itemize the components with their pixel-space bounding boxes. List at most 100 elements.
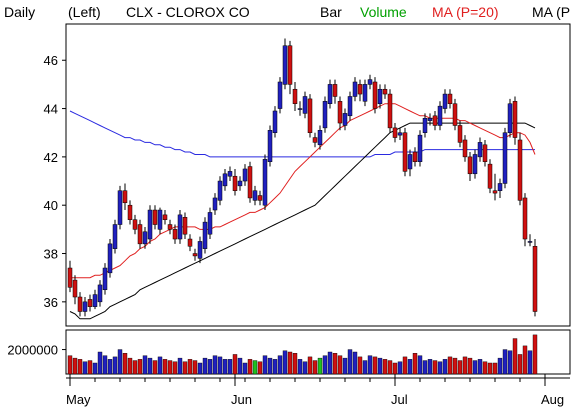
volume-bar xyxy=(442,359,448,375)
price-y-tick-label: 46 xyxy=(44,53,58,68)
candle-up xyxy=(367,79,373,85)
volume-bar xyxy=(92,362,98,375)
volume-bar xyxy=(307,356,313,375)
volume-bar xyxy=(117,349,123,375)
candle-up xyxy=(117,190,123,225)
volume-bar xyxy=(97,351,103,375)
date-axis-label: Jul xyxy=(391,392,408,407)
volume-bar xyxy=(327,351,333,375)
candle-down xyxy=(192,253,198,257)
volume-bar xyxy=(487,362,493,375)
candle-up xyxy=(437,105,443,126)
volume-bar xyxy=(457,360,463,375)
candle-down xyxy=(387,93,393,129)
volume-bar xyxy=(77,359,83,375)
candle-up xyxy=(472,154,478,175)
volume-bar xyxy=(497,357,503,375)
candle-up xyxy=(222,173,228,187)
volume-bar xyxy=(252,360,258,375)
candle-down xyxy=(247,166,253,199)
volume-bar xyxy=(532,334,538,375)
volume-bar xyxy=(507,350,513,375)
candle-up xyxy=(502,132,508,184)
ma20-line xyxy=(70,103,536,279)
volume-bar xyxy=(152,360,158,375)
date-axis: May Jun Jul Aug xyxy=(66,374,570,407)
candle-down xyxy=(187,238,193,247)
candle-up xyxy=(322,101,328,129)
candle-up xyxy=(147,209,153,240)
volume-bar xyxy=(347,349,353,375)
volume-bar xyxy=(477,359,483,375)
volume-bar xyxy=(142,355,148,375)
price-y-tick-label: 36 xyxy=(44,295,58,310)
volume-bar xyxy=(197,362,203,375)
volume-bar xyxy=(147,357,153,375)
volume-bar xyxy=(447,356,453,375)
volume-bar xyxy=(357,356,363,375)
volume-bar xyxy=(272,359,278,375)
candle-down xyxy=(382,88,388,95)
candle-up xyxy=(342,113,348,126)
candle-up xyxy=(277,81,283,109)
candle-up xyxy=(422,117,428,133)
volume-bar xyxy=(277,355,283,375)
candle-up xyxy=(507,103,513,133)
volume-bar xyxy=(282,350,288,375)
candle-down xyxy=(452,103,458,126)
volume-bar xyxy=(417,355,423,375)
candle-down xyxy=(412,151,418,162)
ma-long-line xyxy=(69,110,535,158)
volume-bar xyxy=(177,357,183,375)
candle-up xyxy=(252,190,258,201)
candle-up xyxy=(227,171,233,177)
candle-down xyxy=(402,132,408,172)
volume-bar xyxy=(322,355,328,375)
candle-up xyxy=(362,84,368,102)
candle-up xyxy=(377,88,383,104)
candle-down xyxy=(372,81,378,109)
volume-bar xyxy=(297,359,303,375)
candle-up xyxy=(157,209,163,230)
volume-bar xyxy=(377,357,383,375)
volume-bar xyxy=(337,355,343,375)
candle-up xyxy=(92,294,98,307)
candle-up xyxy=(272,110,278,133)
volume-bar xyxy=(72,357,78,375)
volume-bar xyxy=(527,350,533,375)
volume-bar xyxy=(472,360,478,375)
volume-bar xyxy=(342,357,348,375)
candle-down xyxy=(232,175,238,191)
volume-bar xyxy=(467,357,473,375)
legend-volume: Volume xyxy=(360,4,407,20)
candle-down xyxy=(122,190,128,204)
volume-bar xyxy=(312,360,318,375)
candle-up xyxy=(82,301,88,312)
candle-down xyxy=(307,98,313,133)
candle-down xyxy=(467,156,473,175)
volume-bar xyxy=(512,338,518,375)
volume-bar xyxy=(217,356,223,375)
candle-down xyxy=(517,139,523,201)
candle-down xyxy=(337,101,343,124)
volume-bar xyxy=(162,359,168,375)
price-panel-frame xyxy=(65,23,571,327)
price-y-axis: 46 44 42 40 38 36 xyxy=(44,53,58,310)
candlestick-series xyxy=(67,38,538,317)
volume-bar xyxy=(482,361,488,375)
candle-down xyxy=(332,84,338,97)
volume-bar xyxy=(392,362,398,375)
volume-bar xyxy=(132,360,138,375)
volume-y-tick-label: 2000000 xyxy=(7,343,58,358)
chart-header: Daily (Left) CLX - CLOROX CO Bar Volume … xyxy=(4,4,570,20)
candle-up xyxy=(302,96,308,114)
volume-bar xyxy=(362,360,368,375)
candle-down xyxy=(357,84,363,95)
candle-down xyxy=(132,219,138,230)
volume-bar xyxy=(407,359,413,375)
volume-bar xyxy=(192,360,198,375)
candle-up xyxy=(102,267,108,291)
volume-bar xyxy=(502,349,508,375)
volume-bar xyxy=(387,360,393,375)
